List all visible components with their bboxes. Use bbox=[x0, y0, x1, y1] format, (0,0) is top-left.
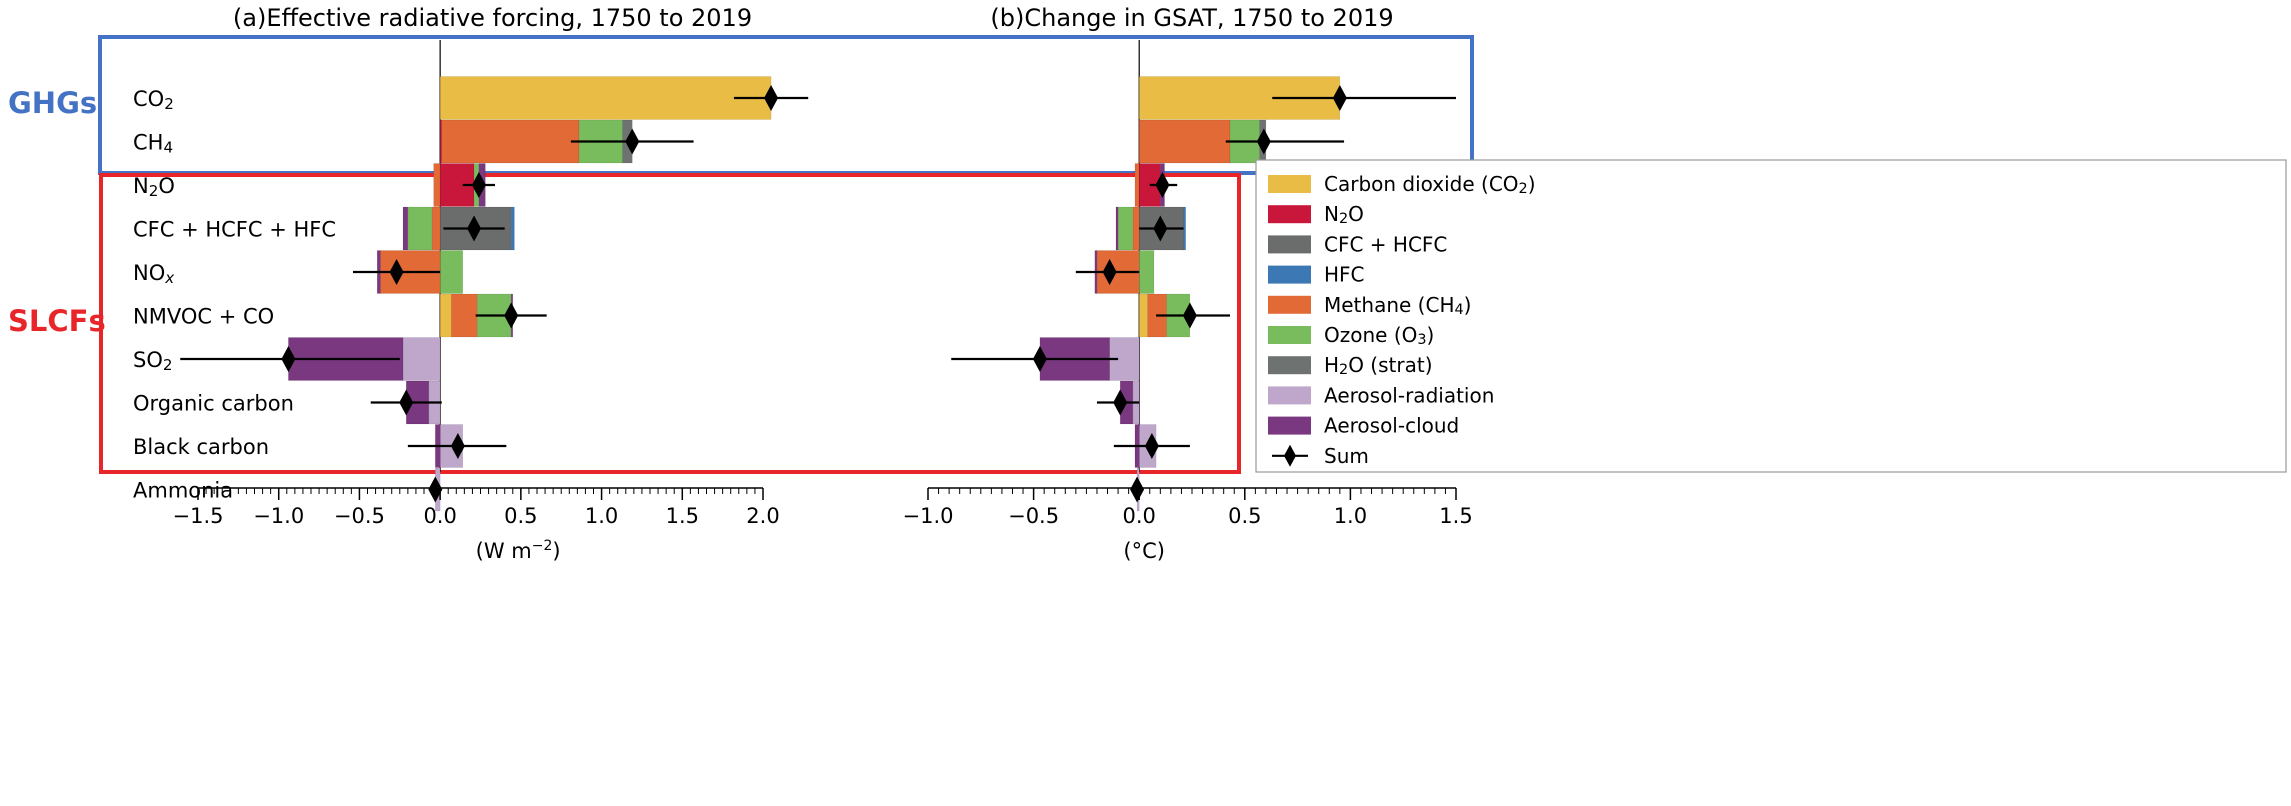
legend-swatch bbox=[1268, 356, 1311, 375]
panel-title: (a)Effective radiative forcing, 1750 to … bbox=[233, 4, 752, 32]
tick-label: −0.5 bbox=[1008, 504, 1059, 528]
tick-label: −1.0 bbox=[903, 504, 954, 528]
sum-marker bbox=[625, 128, 640, 155]
legend-label: H2O (strat) bbox=[1324, 353, 1433, 378]
slcfs-label: SLCFs bbox=[8, 304, 106, 338]
row-label: N2O bbox=[133, 174, 175, 200]
sum-marker bbox=[389, 259, 404, 285]
tick-label: −1.5 bbox=[173, 504, 224, 528]
row-label: CFC + HCFC + HFC bbox=[133, 218, 336, 242]
bar-segment bbox=[439, 293, 452, 338]
legend-label: Carbon dioxide (CO2) bbox=[1324, 172, 1536, 197]
bar-segment bbox=[1183, 206, 1186, 251]
bar-segment bbox=[402, 337, 441, 381]
legend-label: Sum bbox=[1324, 443, 1369, 467]
bar-segment bbox=[441, 119, 580, 164]
row-label: SO2 bbox=[133, 348, 172, 374]
legend-swatch bbox=[1268, 205, 1311, 224]
tick-label: 2.0 bbox=[746, 504, 779, 528]
legend-label: Aerosol-radiation bbox=[1324, 383, 1494, 407]
bar-segment bbox=[1138, 250, 1155, 294]
legend-swatch bbox=[1268, 265, 1311, 284]
row-label: NMVOC + CO bbox=[133, 305, 274, 329]
sum-marker bbox=[1032, 346, 1047, 372]
legend-swatch bbox=[1268, 416, 1311, 435]
legend-label: Aerosol-cloud bbox=[1324, 413, 1459, 437]
slcfs-group-box bbox=[99, 173, 1241, 474]
sum-marker bbox=[399, 389, 414, 416]
tick-label: 0.0 bbox=[423, 504, 456, 528]
tick-label: 0.5 bbox=[504, 504, 537, 528]
row-label: Ammonia bbox=[133, 479, 233, 503]
bar-segment bbox=[439, 76, 772, 120]
sum-marker bbox=[504, 302, 519, 329]
row-label: CO2 bbox=[133, 87, 174, 113]
legend-box bbox=[1255, 159, 2287, 473]
x-axis-label: (W m−2) bbox=[476, 538, 561, 563]
bar-segment bbox=[1117, 206, 1134, 251]
bar-segment bbox=[1138, 119, 1231, 164]
bar-segment bbox=[431, 206, 441, 251]
sum-marker bbox=[1130, 476, 1145, 503]
bar-segment bbox=[1115, 206, 1119, 251]
sum-marker bbox=[281, 346, 296, 372]
sum-marker bbox=[1153, 215, 1168, 242]
tick-label: 1.5 bbox=[666, 504, 699, 528]
bar-segment bbox=[1134, 163, 1140, 207]
row-label: Organic carbon bbox=[133, 392, 294, 416]
sum-marker bbox=[450, 433, 465, 459]
tick-label: −0.5 bbox=[334, 504, 385, 528]
sum-marker bbox=[1256, 128, 1271, 155]
tick-label: 0.0 bbox=[1122, 504, 1155, 528]
tick-label: −1.0 bbox=[253, 504, 304, 528]
tick-label: 1.5 bbox=[1439, 504, 1472, 528]
sum-marker bbox=[1144, 433, 1159, 459]
legend-swatch bbox=[1268, 175, 1311, 193]
bar-segment bbox=[407, 206, 433, 251]
x-axis-label: (°C) bbox=[1123, 539, 1165, 563]
sum-marker bbox=[428, 476, 443, 503]
bar-segment bbox=[1138, 293, 1148, 338]
ghgs-label: GHGs bbox=[8, 86, 97, 120]
legend-label: N2O bbox=[1324, 202, 1364, 227]
legend-swatch bbox=[1268, 235, 1311, 254]
tick-label: 0.5 bbox=[1228, 504, 1261, 528]
legend-label: CFC + HCFC bbox=[1324, 232, 1447, 256]
legend-swatch bbox=[1268, 386, 1311, 405]
sum-marker bbox=[1182, 302, 1197, 329]
sum-marker bbox=[1113, 389, 1128, 416]
sum-marker bbox=[1102, 259, 1117, 285]
sum-marker bbox=[764, 85, 779, 111]
legend-label: Ozone (O3) bbox=[1324, 323, 1434, 348]
tick-label: 1.0 bbox=[585, 504, 618, 528]
sum-marker bbox=[1332, 85, 1347, 111]
legend-label: HFC bbox=[1324, 262, 1365, 286]
sum-marker bbox=[471, 172, 486, 198]
bar-segment bbox=[402, 206, 409, 251]
bar-segment bbox=[1132, 206, 1140, 251]
legend-swatch-diamond bbox=[1284, 444, 1296, 467]
row-label: NOx bbox=[133, 261, 175, 287]
legend-swatch bbox=[1268, 326, 1311, 344]
row-label: CH4 bbox=[133, 131, 173, 157]
sum-marker bbox=[467, 215, 482, 242]
bar-segment bbox=[439, 250, 463, 294]
sum-marker bbox=[1155, 172, 1170, 198]
legend-swatch bbox=[1268, 295, 1311, 314]
bar-segment bbox=[433, 163, 441, 207]
row-label: Black carbon bbox=[133, 435, 269, 459]
bar-segment bbox=[451, 293, 478, 338]
panel-title: (b)Change in GSAT, 1750 to 2019 bbox=[990, 4, 1393, 32]
tick-label: 1.0 bbox=[1334, 504, 1367, 528]
legend-label: Methane (CH4) bbox=[1324, 292, 1471, 317]
bar-segment bbox=[510, 206, 515, 251]
